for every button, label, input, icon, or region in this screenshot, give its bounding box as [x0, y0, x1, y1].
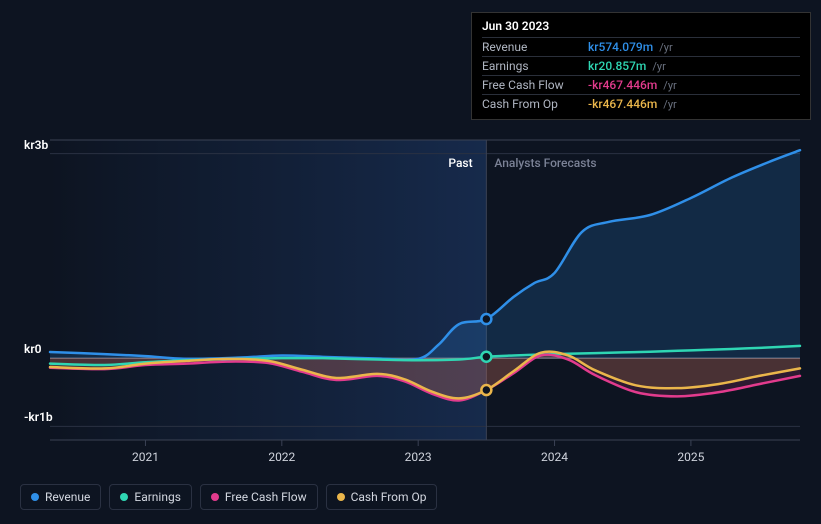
- tooltip-row-value: kr20.857m: [588, 59, 646, 73]
- legend-label: Free Cash Flow: [225, 490, 307, 504]
- tooltip-row-label: Earnings: [482, 59, 582, 73]
- tooltip-row: Revenue kr574.079m/yr: [482, 37, 800, 56]
- chart-legend: Revenue Earnings Free Cash Flow Cash From O…: [20, 484, 437, 510]
- legend-item-fcf[interactable]: Free Cash Flow: [200, 484, 318, 510]
- y-axis-tick-label: -kr1b: [24, 410, 53, 424]
- tooltip-row-value: kr574.079m: [588, 40, 653, 54]
- legend-label: Revenue: [45, 490, 90, 504]
- tooltip-row-unit: /yr: [663, 79, 676, 92]
- legend-item-revenue[interactable]: Revenue: [20, 484, 101, 510]
- tooltip-row-label: Revenue: [482, 40, 582, 54]
- tooltip-row-label: Cash From Op: [482, 97, 582, 111]
- legend-label: Cash From Op: [351, 490, 427, 504]
- chart-tooltip: Jun 30 2023 Revenuekr574.079m/yrEarnings…: [471, 12, 811, 120]
- x-axis-tick-label: 2025: [677, 450, 704, 464]
- tooltip-row: Earnings kr20.857m/yr: [482, 56, 800, 75]
- past-region-label: Past: [448, 156, 472, 170]
- tooltip-date: Jun 30 2023: [482, 19, 800, 37]
- tooltip-row: Cash From Op -kr467.446m/yr: [482, 94, 800, 113]
- tooltip-row-unit: /yr: [652, 60, 665, 73]
- legend-dot-icon: [31, 493, 39, 501]
- y-axis-tick-label: kr3b: [24, 138, 48, 152]
- legend-dot-icon: [337, 493, 345, 501]
- x-axis-tick-label: 2022: [268, 450, 295, 464]
- tooltip-row-value: -kr467.446m: [588, 78, 657, 92]
- forecast-region-label: Analysts Forecasts: [494, 156, 596, 170]
- y-axis-tick-label: kr0: [24, 342, 42, 356]
- x-axis-tick-label: 2023: [405, 450, 432, 464]
- tooltip-row-label: Free Cash Flow: [482, 78, 582, 92]
- tooltip-row: Free Cash Flow -kr467.446m/yr: [482, 75, 800, 94]
- legend-item-earnings[interactable]: Earnings: [109, 484, 192, 510]
- x-axis-tick-label: 2021: [132, 450, 159, 464]
- legend-label: Earnings: [134, 490, 181, 504]
- legend-item-cfo[interactable]: Cash From Op: [326, 484, 438, 510]
- tooltip-row-unit: /yr: [659, 41, 672, 54]
- tooltip-row-value: -kr467.446m: [588, 97, 657, 111]
- legend-dot-icon: [211, 493, 219, 501]
- x-axis-tick-label: 2024: [541, 450, 568, 464]
- tooltip-row-unit: /yr: [663, 98, 676, 111]
- legend-dot-icon: [120, 493, 128, 501]
